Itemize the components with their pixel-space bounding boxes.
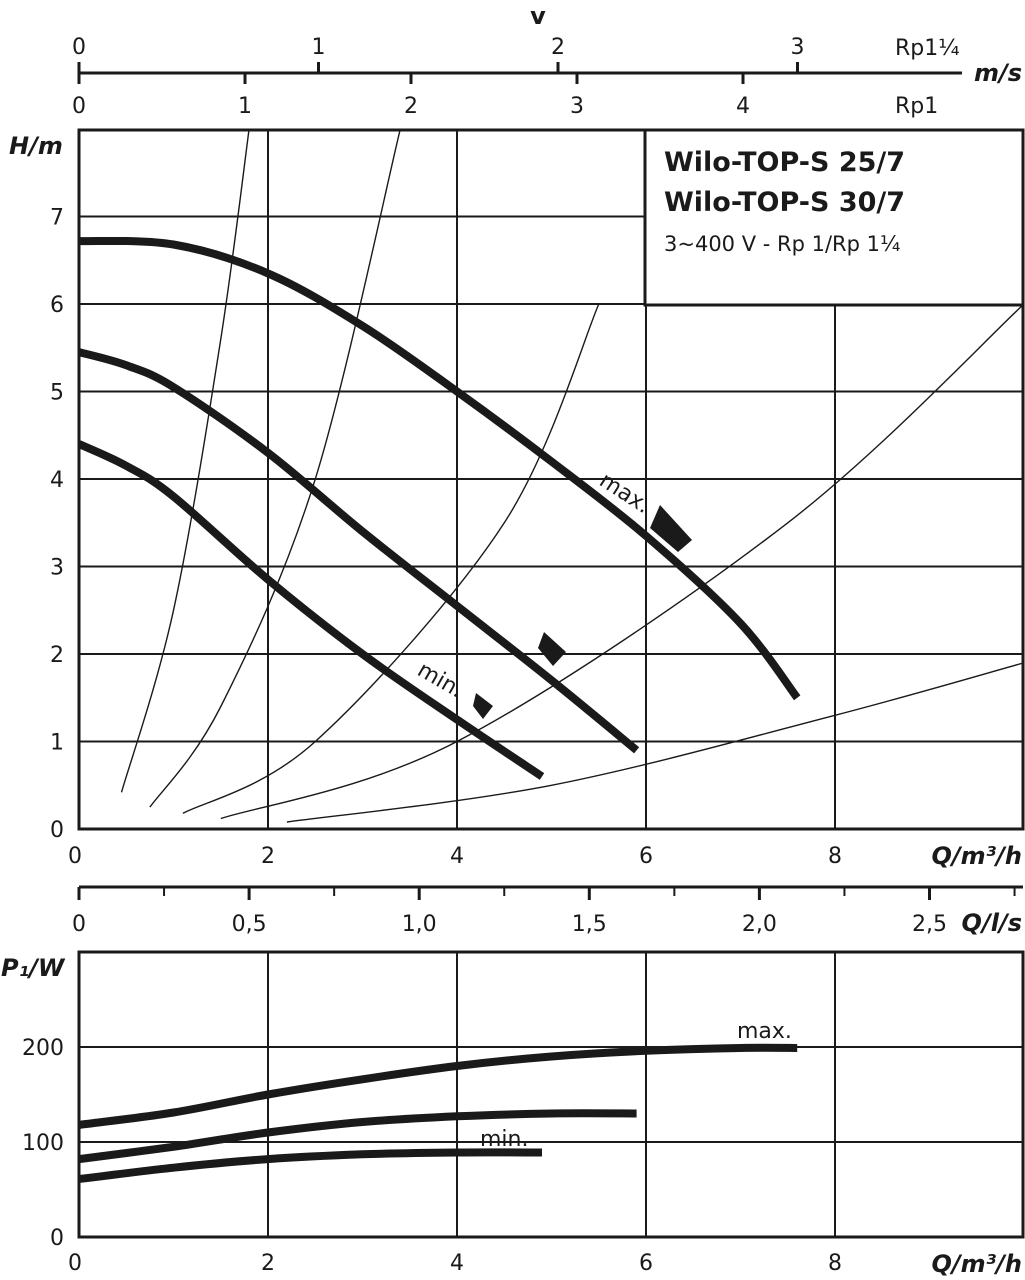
power-curve-max (78, 1043, 798, 1129)
power-ticks: 0 100 200 0 2 4 6 8 (22, 1036, 842, 1276)
mid-marker (538, 632, 566, 666)
title-box (643, 128, 1025, 307)
head-ticks: 0 1 2 3 4 5 6 7 0 2 4 6 8 (50, 206, 842, 870)
head-y-tick: 2 (50, 643, 64, 668)
head-y-tick: 3 (50, 556, 64, 581)
power-max-annotation: max. (737, 1019, 792, 1044)
title-line-2: Wilo-TOP-S 30/7 (664, 187, 905, 218)
head-y-tick: 6 (50, 293, 64, 318)
flow-ls-tick: 2,0 (742, 912, 777, 937)
velocity-rp1-tick: 4 (736, 94, 750, 119)
head-x-tick: 4 (450, 844, 464, 869)
velocity-rp1-tick: 1 (238, 94, 252, 119)
head-x-tick: 0 (68, 844, 82, 869)
title-subtitle: 3~400 V - Rp 1/Rp 1¼ (664, 232, 900, 256)
velocity-rp1-tick: 2 (404, 94, 418, 119)
flow-ls-tick: 1,0 (402, 912, 437, 937)
flow-ls-tick: 0 (72, 912, 86, 937)
flow-ls-tick: 0,5 (232, 912, 267, 937)
head-x-tick: 8 (828, 844, 842, 869)
velocity-rp1-tick: 0 (72, 94, 86, 119)
power-min-annotation: min. (480, 1127, 528, 1152)
system-curve (220, 303, 1023, 820)
head-y-title: H/m (9, 132, 63, 160)
power-y-tick: 200 (22, 1036, 64, 1061)
power-x-tick: 8 (828, 1251, 842, 1276)
head-y-tick: 0 (50, 818, 64, 843)
head-y-tick: 1 (50, 731, 64, 756)
power-y-title: P₁/W (1, 954, 66, 982)
title-line-1: Wilo-TOP-S 25/7 (664, 147, 905, 178)
head-x-title: Q/m³/h (931, 842, 1022, 870)
power-curve-mid (78, 1109, 637, 1164)
power-x-tick: 0 (68, 1251, 82, 1276)
head-chart: 0 1 2 3 4 5 6 7 0 2 4 6 8 Wilo-TOP-S 25/7 Wilo-TOP-S… (9, 128, 1025, 870)
head-curve-max (78, 236, 801, 701)
min-marker (473, 693, 493, 719)
power-y-tick: 100 (22, 1131, 64, 1156)
flow-ls-tick: 1,5 (572, 912, 607, 937)
power-x-title: Q/m³/h (931, 1250, 1022, 1278)
head-x-tick: 2 (261, 844, 275, 869)
power-series (78, 1043, 798, 1183)
power-curve-min (78, 1148, 543, 1183)
power-frame (77, 950, 1025, 1239)
head-grid (79, 130, 1023, 829)
power-chart: 0 100 200 0 2 4 6 8 max. min. P₁/W Q/m³/h (1, 950, 1025, 1278)
velocity-rp114-tick: 2 (551, 35, 565, 60)
head-series (77, 236, 801, 780)
velocity-rp114-tick: 1 (312, 35, 326, 60)
power-x-tick: 4 (450, 1251, 464, 1276)
head-curve-mid (77, 348, 640, 754)
velocity-ticks: 0 1 2 3 0 1 2 3 4 (72, 35, 805, 119)
head-y-tick: 5 (50, 381, 64, 406)
velocity-rp114-label: Rp1¼ (895, 36, 960, 61)
system-curve (286, 662, 1023, 823)
system-curve (182, 303, 600, 814)
velocity-rp1-label: Rp1 (895, 94, 938, 119)
system-curve (120, 130, 250, 793)
system-curve (149, 130, 401, 808)
power-y-tick: 0 (50, 1226, 64, 1251)
power-grid (79, 952, 1023, 1237)
system-curves (120, 130, 1023, 823)
flow-ls-title: Q/l/s (962, 909, 1022, 937)
velocity-rp114-tick: 0 (72, 35, 86, 60)
power-x-tick: 6 (639, 1251, 653, 1276)
velocity-symbol: v (530, 2, 546, 30)
head-curve-min (77, 440, 545, 780)
velocity-unit: m/s (974, 59, 1022, 87)
velocity-rp1-tick: 3 (570, 94, 584, 119)
velocity-rp114-tick: 3 (791, 35, 805, 60)
flow-ls-tick: 2,5 (912, 912, 947, 937)
head-y-tick: 7 (50, 206, 64, 231)
head-y-tick: 4 (50, 468, 64, 493)
head-x-tick: 6 (639, 844, 653, 869)
head-frame (77, 128, 1025, 831)
power-x-tick: 2 (261, 1251, 275, 1276)
flow-ls-ticks: 0 0,5 1,0 1,5 2,0 2,5 (72, 887, 1016, 937)
max-marker (650, 505, 692, 552)
